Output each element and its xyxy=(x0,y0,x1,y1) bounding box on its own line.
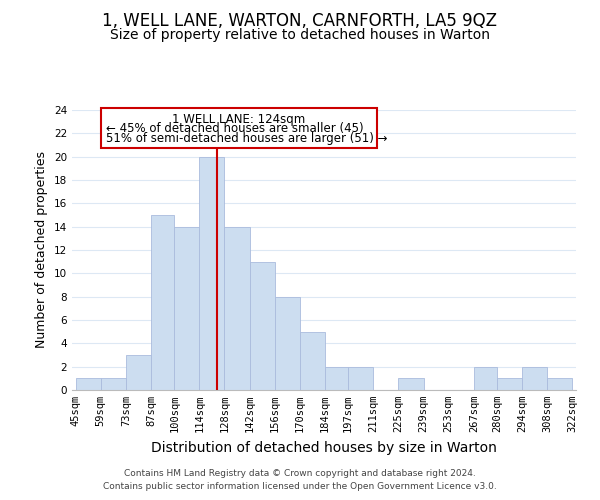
Bar xyxy=(398,378,424,390)
Text: Contains public sector information licensed under the Open Government Licence v3: Contains public sector information licen… xyxy=(103,482,497,491)
Bar xyxy=(275,296,300,390)
FancyBboxPatch shape xyxy=(101,108,377,148)
Y-axis label: Number of detached properties: Number of detached properties xyxy=(35,152,49,348)
Text: Contains HM Land Registry data © Crown copyright and database right 2024.: Contains HM Land Registry data © Crown c… xyxy=(124,468,476,477)
Text: 1 WELL LANE: 124sqm: 1 WELL LANE: 124sqm xyxy=(172,113,305,126)
Bar xyxy=(101,378,126,390)
Bar xyxy=(497,378,522,390)
Bar xyxy=(300,332,325,390)
Bar xyxy=(547,378,572,390)
Text: 1, WELL LANE, WARTON, CARNFORTH, LA5 9QZ: 1, WELL LANE, WARTON, CARNFORTH, LA5 9QZ xyxy=(103,12,497,30)
Bar xyxy=(126,355,151,390)
Bar xyxy=(151,215,174,390)
Bar xyxy=(199,156,224,390)
Bar xyxy=(348,366,373,390)
Bar xyxy=(76,378,101,390)
Bar xyxy=(250,262,275,390)
Bar xyxy=(325,366,348,390)
Bar xyxy=(474,366,497,390)
Bar xyxy=(522,366,547,390)
Text: Size of property relative to detached houses in Warton: Size of property relative to detached ho… xyxy=(110,28,490,42)
Text: 51% of semi-detached houses are larger (51) →: 51% of semi-detached houses are larger (… xyxy=(106,132,388,145)
Bar xyxy=(174,226,199,390)
Text: ← 45% of detached houses are smaller (45): ← 45% of detached houses are smaller (45… xyxy=(106,122,364,135)
X-axis label: Distribution of detached houses by size in Warton: Distribution of detached houses by size … xyxy=(151,440,497,454)
Bar xyxy=(224,226,250,390)
